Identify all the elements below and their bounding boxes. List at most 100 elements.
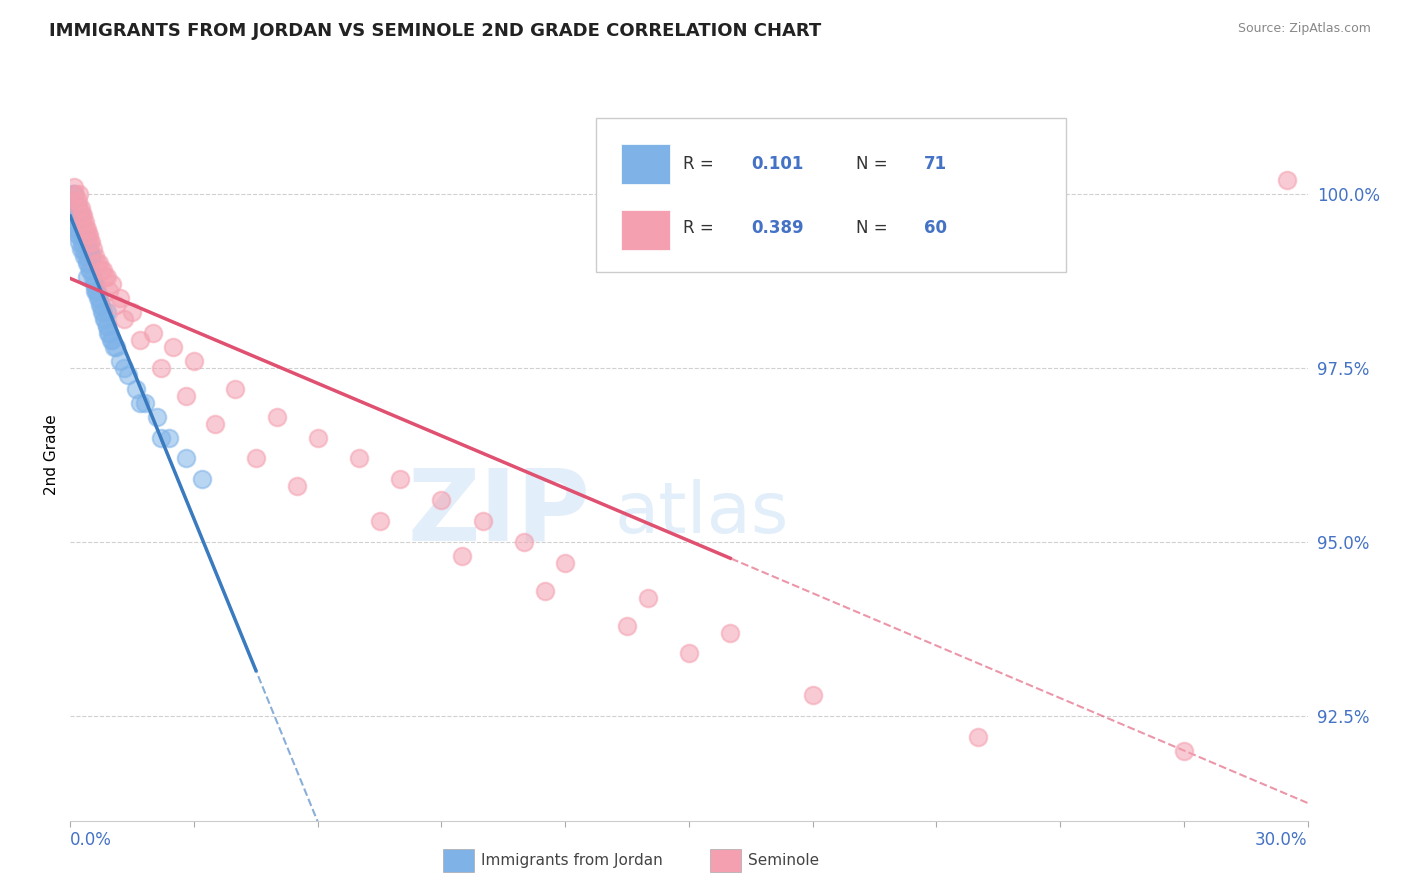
Point	[347, 451, 370, 466]
Point	[63, 194, 86, 208]
Point	[98, 326, 121, 340]
Point	[70, 243, 93, 257]
Point	[637, 591, 659, 605]
Point	[72, 243, 94, 257]
Point	[76, 256, 98, 270]
Point	[70, 235, 93, 250]
Point	[72, 228, 94, 243]
Point	[67, 186, 90, 201]
Point	[82, 270, 104, 285]
Point	[67, 221, 90, 235]
Point	[66, 208, 89, 222]
Point	[96, 305, 118, 319]
Point	[1275, 173, 1298, 187]
FancyBboxPatch shape	[596, 119, 1066, 272]
Point	[67, 235, 90, 250]
Point	[91, 305, 114, 319]
Text: 0.389: 0.389	[751, 219, 803, 237]
Point	[73, 228, 96, 243]
Point	[84, 277, 107, 292]
Point	[513, 535, 536, 549]
Point	[157, 430, 180, 444]
Text: R =: R =	[683, 219, 718, 237]
Point	[108, 354, 131, 368]
Point	[224, 382, 246, 396]
Point	[83, 277, 105, 292]
Point	[75, 235, 97, 250]
Point	[533, 583, 555, 598]
Point	[67, 201, 90, 215]
Point	[60, 194, 83, 208]
Point	[94, 312, 117, 326]
Point	[67, 228, 90, 243]
Point	[93, 312, 115, 326]
Point	[96, 319, 118, 334]
Text: N =: N =	[856, 219, 893, 237]
Point	[104, 340, 127, 354]
Point	[66, 201, 89, 215]
Point	[76, 228, 98, 243]
Point	[142, 326, 165, 340]
Point	[63, 201, 86, 215]
Point	[65, 186, 87, 201]
Point	[62, 186, 84, 201]
Point	[94, 270, 117, 285]
Point	[191, 472, 214, 486]
Text: N =: N =	[856, 155, 893, 173]
Text: 0.101: 0.101	[751, 155, 803, 173]
Point	[174, 389, 197, 403]
Point	[389, 472, 412, 486]
Point	[70, 208, 93, 222]
Point	[616, 618, 638, 632]
Point	[69, 214, 91, 228]
Point	[84, 249, 107, 263]
Point	[65, 214, 87, 228]
Point	[117, 368, 139, 382]
Point	[91, 263, 114, 277]
Point	[77, 243, 100, 257]
Point	[801, 688, 824, 702]
Point	[80, 249, 103, 263]
Point	[174, 451, 197, 466]
Point	[73, 214, 96, 228]
Bar	[621, 144, 671, 185]
Point	[72, 208, 94, 222]
Point	[162, 340, 184, 354]
Point	[63, 179, 86, 194]
Point	[66, 194, 89, 208]
Point	[368, 514, 391, 528]
Point	[121, 305, 143, 319]
Point	[285, 479, 308, 493]
Point	[77, 243, 100, 257]
Point	[72, 221, 94, 235]
Point	[63, 214, 86, 228]
Y-axis label: 2nd Grade: 2nd Grade	[44, 415, 59, 495]
Point	[89, 298, 111, 312]
Point	[89, 256, 111, 270]
Point	[91, 305, 114, 319]
Point	[80, 249, 103, 263]
Point	[67, 228, 90, 243]
Point	[112, 360, 135, 375]
Point	[150, 360, 173, 375]
Text: ZIP: ZIP	[408, 465, 591, 562]
Point	[104, 298, 127, 312]
Point	[87, 291, 110, 305]
Point	[76, 270, 98, 285]
Point	[62, 186, 84, 201]
Point	[966, 730, 988, 744]
Point	[129, 395, 152, 409]
Point	[65, 194, 87, 208]
Point	[72, 214, 94, 228]
Point	[100, 333, 122, 347]
Point	[90, 298, 112, 312]
Point	[112, 312, 135, 326]
Text: IMMIGRANTS FROM JORDAN VS SEMINOLE 2ND GRADE CORRELATION CHART: IMMIGRANTS FROM JORDAN VS SEMINOLE 2ND G…	[49, 22, 821, 40]
Point	[266, 409, 288, 424]
Point	[678, 647, 700, 661]
Point	[76, 221, 98, 235]
Point	[86, 284, 108, 298]
Point	[471, 514, 494, 528]
Point	[84, 284, 107, 298]
Text: 30.0%: 30.0%	[1256, 831, 1308, 849]
